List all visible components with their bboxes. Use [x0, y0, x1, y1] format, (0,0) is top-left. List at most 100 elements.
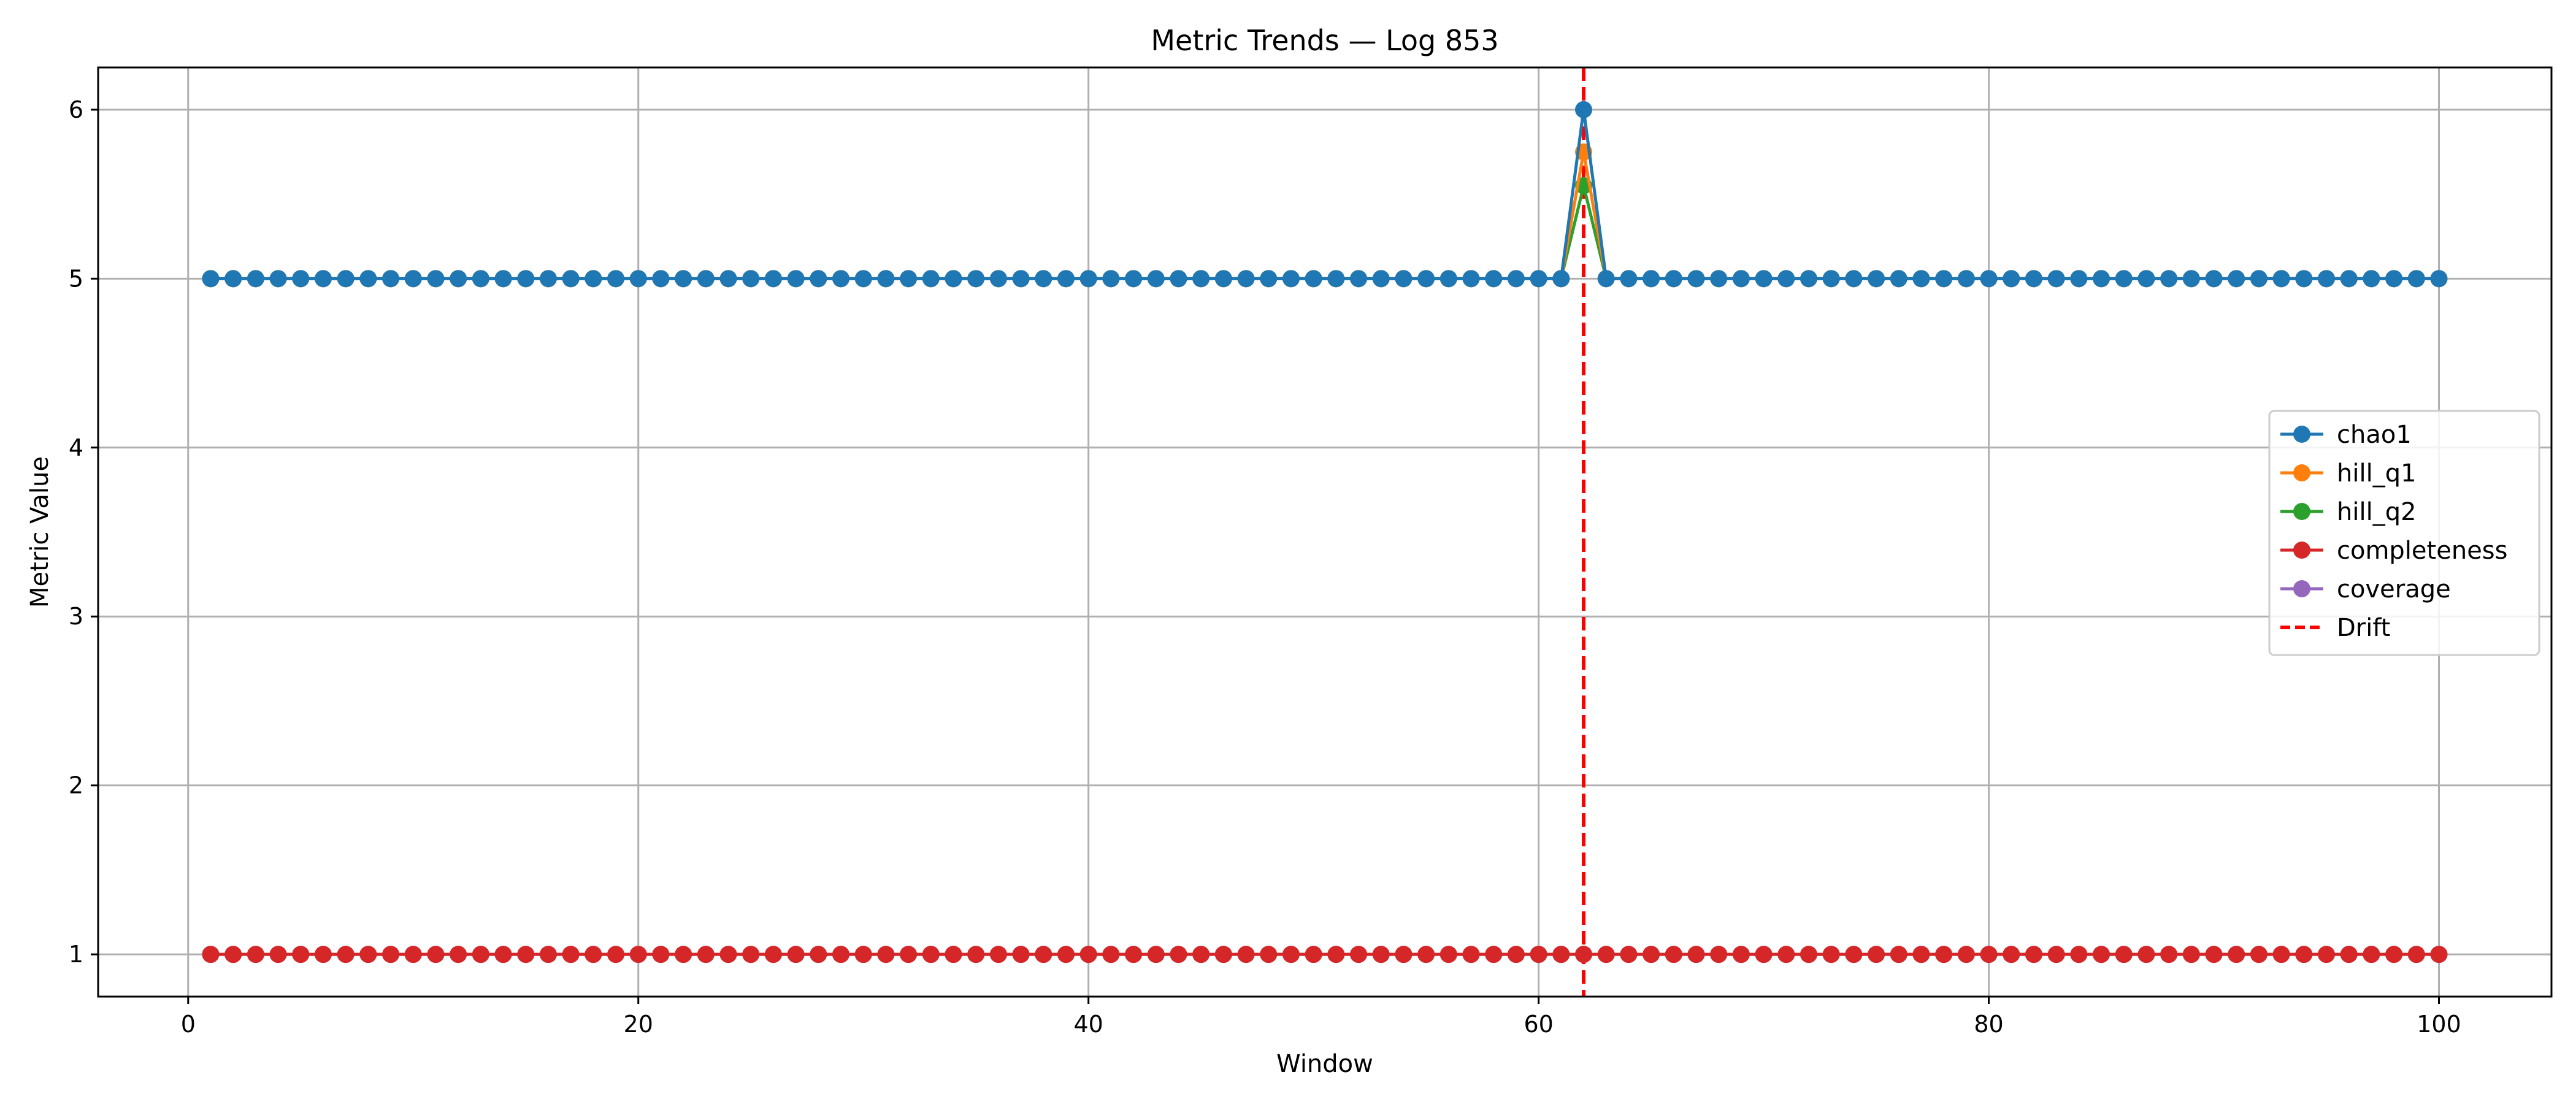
x-axis-label: Window — [1276, 1050, 1373, 1078]
data-point-completeness — [224, 946, 242, 963]
data-point-chao1 — [337, 270, 355, 288]
data-point-chao1 — [607, 270, 625, 288]
x-tick-label: 40 — [1073, 1011, 1103, 1038]
data-point-completeness — [1079, 946, 1097, 963]
data-point-completeness — [1620, 946, 1638, 963]
data-point-chao1 — [1777, 270, 1795, 288]
data-point-chao1 — [1260, 270, 1278, 288]
data-point-completeness — [1214, 946, 1232, 963]
plot-frame — [97, 66, 2553, 998]
data-point-completeness — [2363, 946, 2380, 963]
data-point-chao1 — [494, 270, 512, 288]
x-tick-label: 20 — [624, 1011, 653, 1038]
data-point-chao1 — [629, 270, 647, 288]
data-point-chao1 — [967, 270, 985, 288]
legend: chao1 hill_q1 hill_q2 completeness coverage D… — [2268, 410, 2540, 656]
y-tick-label: 6 — [69, 96, 83, 123]
data-point-chao1 — [1890, 270, 1907, 288]
data-point-completeness — [2115, 946, 2133, 963]
data-point-chao1 — [1710, 270, 1728, 288]
data-point-completeness — [359, 946, 377, 963]
legend-swatch-marker — [2293, 464, 2310, 481]
data-point-completeness — [404, 946, 422, 963]
data-point-chao1 — [472, 270, 489, 288]
data-point-completeness — [2272, 946, 2290, 963]
ticks: 0 20 40 60 80 100 1 2 3 4 5 6 — [69, 96, 2461, 1038]
data-point-completeness — [1439, 946, 1457, 963]
data-point-chao1 — [1980, 270, 1998, 288]
data-point-chao1 — [1732, 270, 1750, 288]
data-point-completeness — [1485, 946, 1503, 963]
data-point-completeness — [2228, 946, 2245, 963]
legend-box — [2268, 410, 2540, 656]
y-tick-label: 5 — [69, 265, 83, 292]
data-point-chao1 — [1687, 270, 1705, 288]
data-point-chao1 — [2205, 270, 2223, 288]
data-point-completeness — [1035, 946, 1052, 963]
x-tick-label: 0 — [181, 1011, 196, 1038]
data-point-chao1 — [1597, 270, 1615, 288]
data-point-completeness — [314, 946, 332, 963]
data-point-chao1 — [922, 270, 940, 288]
data-point-completeness — [1732, 946, 1750, 963]
data-point-chao1 — [1822, 270, 1840, 288]
data-point-completeness — [1125, 946, 1143, 963]
data-point-completeness — [1327, 946, 1345, 963]
legend-label-drift: Drift — [2337, 614, 2390, 642]
data-point-completeness — [1868, 946, 1885, 963]
data-point-completeness — [2137, 946, 2155, 963]
legend-label-hill_q2: hill_q2 — [2337, 498, 2417, 526]
data-point-chao1 — [1372, 270, 1390, 288]
data-point-completeness — [517, 946, 535, 963]
data-point-completeness — [1935, 946, 1953, 963]
data-point-completeness — [2003, 946, 2020, 963]
data-point-completeness — [989, 946, 1007, 963]
data-point-chao1 — [2070, 270, 2088, 288]
y-tick-label: 3 — [69, 603, 83, 630]
y-tick-label: 1 — [69, 941, 83, 968]
data-point-chao1 — [1868, 270, 1885, 288]
data-point-completeness — [1845, 946, 1863, 963]
data-point-chao1 — [2160, 270, 2178, 288]
data-point-completeness — [1170, 946, 1187, 963]
data-point-chao1 — [989, 270, 1007, 288]
data-point-completeness — [1057, 946, 1075, 963]
data-point-chao1 — [900, 270, 918, 288]
data-point-chao1 — [2047, 270, 2065, 288]
data-point-chao1 — [359, 270, 377, 288]
data-point-completeness — [585, 946, 602, 963]
data-point-completeness — [719, 946, 737, 963]
data-point-chao1 — [585, 270, 602, 288]
data-point-chao1 — [2295, 270, 2313, 288]
data-point-chao1 — [247, 270, 264, 288]
data-point-chao1 — [764, 270, 782, 288]
data-point-chao1 — [1530, 270, 1547, 288]
y-tick-label: 4 — [69, 434, 83, 461]
data-point-completeness — [1012, 946, 1030, 963]
data-point-completeness — [269, 946, 287, 963]
data-point-chao1 — [1395, 270, 1413, 288]
data-point-completeness — [877, 946, 895, 963]
data-point-completeness — [1643, 946, 1660, 963]
data-point-completeness — [832, 946, 850, 963]
data-point-completeness — [1597, 946, 1615, 963]
data-point-chao1 — [1507, 270, 1525, 288]
data-point-completeness — [1462, 946, 1480, 963]
data-point-completeness — [1530, 946, 1547, 963]
data-point-chao1 — [719, 270, 737, 288]
data-point-chao1 — [1282, 270, 1300, 288]
data-point-chao1 — [787, 270, 805, 288]
data-point-completeness — [337, 946, 355, 963]
data-point-completeness — [967, 946, 985, 963]
data-point-chao1 — [1643, 270, 1660, 288]
data-point-chao1 — [1485, 270, 1503, 288]
x-tick-label: 80 — [1974, 1011, 2003, 1038]
data-point-chao1 — [2430, 270, 2448, 288]
data-point-completeness — [810, 946, 827, 963]
data-point-completeness — [2182, 946, 2200, 963]
data-point-completeness — [922, 946, 940, 963]
data-point-completeness — [1552, 946, 1570, 963]
data-point-completeness — [697, 946, 715, 963]
data-point-completeness — [1395, 946, 1413, 963]
